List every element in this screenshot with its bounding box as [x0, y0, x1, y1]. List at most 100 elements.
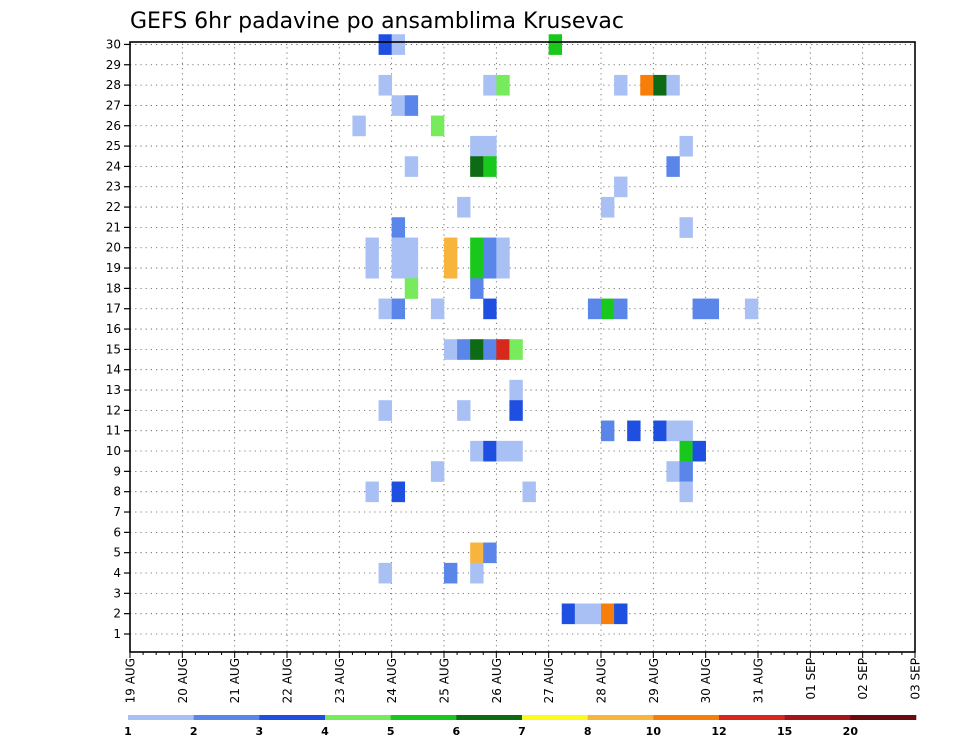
precip-cell: [640, 74, 654, 96]
precip-cell: [470, 257, 484, 279]
legend-label: 1: [124, 725, 132, 738]
y-axis: 1234567891011121314151617181920212223242…: [106, 37, 130, 641]
precip-cell: [365, 481, 379, 503]
y-tick-label: 25: [106, 139, 121, 153]
x-tick-label: 19 AUG: [124, 658, 138, 703]
y-tick-label: 6: [113, 525, 121, 539]
precip-cell: [679, 135, 693, 157]
precip-cell: [391, 481, 406, 503]
y-tick-label: 22: [106, 200, 121, 214]
legend-swatch: [193, 715, 260, 720]
x-tick-label: 27 AUG: [542, 658, 556, 703]
precip-cell: [561, 603, 576, 625]
y-tick-label: 14: [106, 363, 121, 377]
y-tick-label: 3: [113, 586, 121, 600]
y-tick-label: 17: [106, 302, 121, 316]
precip-cell: [601, 420, 615, 442]
precip-cell: [470, 278, 484, 299]
precip-cell: [457, 400, 471, 421]
legend-label: 15: [777, 725, 792, 738]
precip-cell: [457, 339, 471, 360]
precip-cell: [430, 115, 445, 137]
chart-title: GEFS 6hr padavine po ansamblima Krusevac: [130, 9, 624, 34]
y-tick-label: 10: [106, 444, 121, 458]
precip-cell: [404, 278, 419, 299]
legend-swatch: [128, 715, 194, 720]
y-tick-label: 23: [106, 180, 121, 194]
precip-cell: [483, 156, 497, 177]
legend-swatch: [719, 715, 785, 720]
legend-label: 8: [584, 725, 592, 738]
x-tick-label: 22 AUG: [281, 658, 295, 703]
x-tick-label: 03 SEP: [909, 658, 923, 700]
precip-cell: [653, 420, 667, 442]
x-tick-label: 01 SEP: [804, 658, 818, 700]
precip-cell: [470, 339, 484, 360]
y-tick-label: 19: [106, 261, 121, 275]
precip-cell: [509, 440, 523, 462]
y-tick-label: 27: [106, 98, 121, 112]
precip-cell: [666, 420, 680, 442]
precip-cell: [509, 400, 523, 421]
precip-cell: [548, 34, 563, 55]
precip-cell: [404, 257, 419, 279]
y-tick-label: 8: [113, 485, 121, 499]
precip-cell: [365, 257, 379, 279]
precip-cell: [496, 440, 510, 462]
data-cells: [352, 34, 759, 625]
precip-cell: [692, 298, 706, 320]
precip-cell: [391, 217, 406, 238]
precip-cell: [601, 603, 615, 625]
precip-cell: [614, 176, 628, 198]
legend-swatch: [784, 715, 851, 720]
precip-cell: [457, 196, 471, 218]
x-tick-label: 28 AUG: [595, 658, 609, 703]
precip-cell: [365, 237, 379, 259]
precip-cell: [483, 257, 497, 279]
y-tick-label: 16: [106, 322, 121, 336]
precip-cell: [404, 95, 419, 116]
precip-cell: [352, 115, 366, 137]
legend-label: 10: [646, 725, 662, 738]
x-tick-label: 29 AUG: [647, 658, 661, 703]
precip-cell: [470, 156, 484, 177]
precip-cell: [378, 34, 392, 55]
precip-cell: [483, 74, 497, 96]
precip-cell: [614, 603, 628, 625]
precip-cell: [378, 298, 392, 320]
legend-swatch: [325, 715, 391, 720]
y-tick-label: 24: [106, 159, 121, 173]
precip-cell: [391, 257, 406, 279]
y-tick-label: 12: [106, 403, 121, 417]
precip-cell: [483, 440, 497, 462]
precip-cell: [470, 440, 484, 462]
x-axis: 19 AUG 20 AUG 21 AUG 22 AUG 23 AUG 24 AUG 25 A…: [124, 652, 923, 703]
legend-swatch: [259, 715, 326, 720]
precip-cell: [391, 95, 406, 116]
precip-cell: [614, 74, 628, 96]
precip-cell: [496, 74, 510, 96]
precip-cell: [470, 542, 484, 564]
x-tick-label: 21 AUG: [228, 658, 242, 703]
y-tick-label: 28: [106, 78, 121, 92]
precip-cell: [378, 74, 392, 96]
x-tick-label: 20 AUG: [176, 658, 190, 703]
y-tick-label: 11: [106, 424, 121, 438]
precip-cell: [587, 298, 602, 320]
precip-cell: [444, 562, 458, 584]
y-tick-label: 7: [113, 505, 121, 519]
precip-cell: [483, 135, 497, 157]
precip-cell: [601, 196, 615, 218]
y-tick-label: 1: [113, 627, 121, 641]
y-tick-label: 2: [113, 607, 121, 621]
precip-cell: [496, 339, 510, 360]
precip-cell: [653, 74, 667, 96]
precip-cell: [391, 237, 406, 259]
precip-cell: [430, 461, 445, 482]
precip-cell: [679, 420, 693, 442]
y-tick-label: 4: [113, 566, 121, 580]
precip-cell: [404, 156, 419, 177]
precip-cell: [627, 420, 641, 442]
